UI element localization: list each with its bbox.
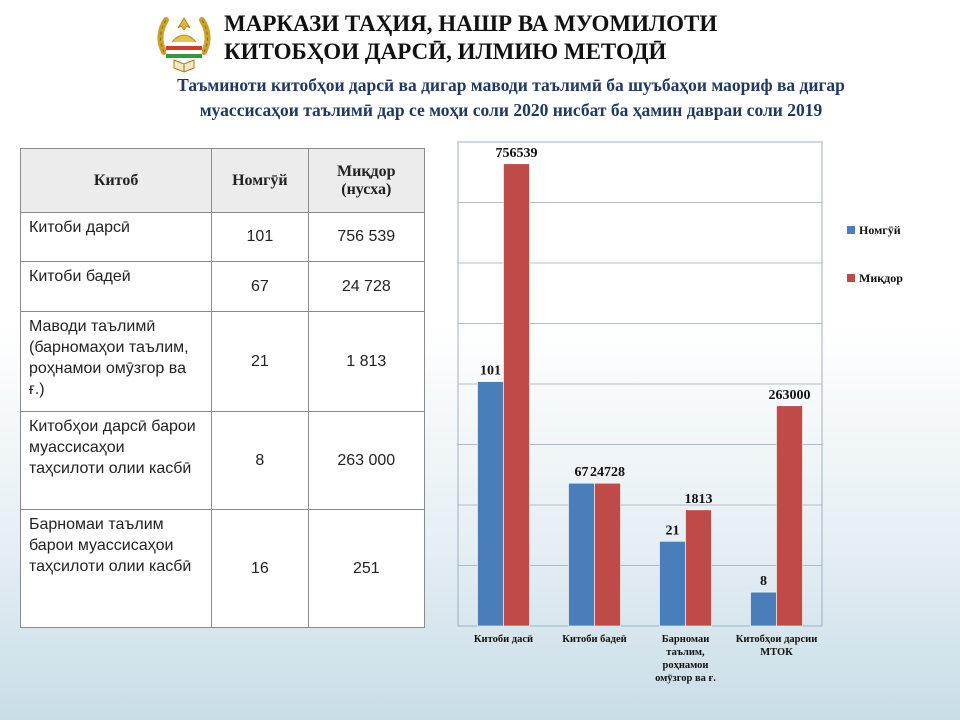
bar-qty xyxy=(776,405,803,627)
bar-chart: 101 756539 Китоби дасӣ 67 24728 Китоби бадеӣ 2… xyxy=(457,141,903,684)
row-count: 21 xyxy=(211,311,309,412)
emblem-logo xyxy=(157,17,211,73)
row-count: 8 xyxy=(211,411,309,510)
data-label: 101 xyxy=(480,364,501,379)
org-title: МАРКАЗИ ТАҲИЯ, НАШР ВА МУОМИЛОТИ КИТОБҲО… xyxy=(224,10,717,66)
category-label: таълим, xyxy=(666,647,705,658)
bar-qty xyxy=(685,509,712,627)
bar-qty xyxy=(594,482,621,627)
bar-count xyxy=(659,540,686,627)
legend-swatch xyxy=(847,226,855,234)
legend-entry: Миқдор xyxy=(859,271,903,285)
category-label: Китоби бадеӣ xyxy=(562,634,626,645)
data-label: 8 xyxy=(760,574,767,589)
bar-count xyxy=(568,482,595,627)
data-label: 67 xyxy=(575,465,589,480)
data-label: 21 xyxy=(666,523,680,538)
org-title-line1: МАРКАЗИ ТАҲИЯ, НАШР ВА МУОМИЛОТИ xyxy=(224,11,718,36)
category-label: омӯзгор ва ғ. xyxy=(655,673,716,684)
category-label: МТОК xyxy=(760,647,793,658)
header-book: Китоб xyxy=(19,148,213,213)
row-count: 101 xyxy=(211,212,309,262)
page-subtitle: Таъминоти китобҳои дарсӣ ва дигар маводи… xyxy=(96,73,926,123)
category-label: Китоби дасӣ xyxy=(474,634,533,645)
data-label: 24728 xyxy=(590,465,625,480)
table-header-row: Китоб Номгӯй Миқдор (нусха) xyxy=(19,148,426,213)
header-qty: Миқдор (нусха) xyxy=(307,148,426,213)
row-count: 16 xyxy=(211,509,309,628)
row-name: Маводи таълимӣ (барномаҳои таълим, роҳна… xyxy=(19,311,213,412)
category-label: Барномаи xyxy=(662,634,710,645)
table-row: Барномаи таълим барои муассисаҳои таҳсил… xyxy=(19,509,426,628)
legend-entry: Номгӯй xyxy=(859,223,901,237)
row-name: Китобҳои дарсӣ барои муассисаҳои таҳсило… xyxy=(19,411,213,510)
bar-count xyxy=(477,381,504,627)
row-qty: 24 728 xyxy=(307,261,426,312)
bar-qty xyxy=(503,163,530,627)
table-row: Китоби бадеӣ 67 24 728 xyxy=(19,261,426,312)
table-row: Маводи таълимӣ (барномаҳои таълим, роҳна… xyxy=(19,311,426,412)
row-qty: 756 539 xyxy=(307,212,426,262)
row-name: Китоби бадеӣ xyxy=(19,261,213,312)
row-qty: 263 000 xyxy=(307,411,426,510)
category-label: роҳнамои xyxy=(663,660,709,671)
table-row: Китобҳои дарсӣ барои муассисаҳои таҳсило… xyxy=(19,411,426,510)
subtitle-line2: муассисаҳои таълимӣ дар се моҳи соли 202… xyxy=(199,100,823,120)
row-count: 67 xyxy=(211,261,309,312)
data-label: 756539 xyxy=(496,146,538,161)
books-table: Китоб Номгӯй Миқдор (нусха) Китоби дарсӣ… xyxy=(19,148,426,628)
bar-count xyxy=(750,591,777,627)
row-name: Китоби дарсӣ xyxy=(19,212,213,262)
table-row: Китоби дарсӣ 101 756 539 xyxy=(19,212,426,262)
data-label: 263000 xyxy=(769,388,811,403)
org-title-line2: КИТОБҲОИ ДАРСӢ, ИЛМИЮ МЕТОДӢ xyxy=(224,39,667,64)
row-qty: 1 813 xyxy=(307,311,426,412)
row-qty: 251 xyxy=(307,509,426,628)
data-label: 1813 xyxy=(685,492,713,507)
legend-swatch xyxy=(847,274,855,282)
category-label: Китобҳои дарсии xyxy=(736,634,818,645)
row-name: Барномаи таълим барои муассисаҳои таҳсил… xyxy=(19,509,213,628)
subtitle-line1: Таъминоти китобҳои дарсӣ ва дигар маводи… xyxy=(177,75,845,95)
header-count: Номгӯй xyxy=(211,148,309,213)
